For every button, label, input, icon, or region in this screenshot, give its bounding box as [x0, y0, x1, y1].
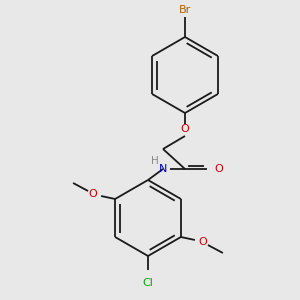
Text: Cl: Cl [142, 278, 153, 288]
Text: O: O [214, 164, 223, 174]
Text: O: O [89, 189, 98, 199]
Text: H: H [151, 156, 159, 166]
Text: O: O [199, 237, 207, 247]
Text: N: N [159, 164, 167, 174]
Text: Br: Br [179, 5, 191, 15]
Text: O: O [181, 124, 189, 134]
